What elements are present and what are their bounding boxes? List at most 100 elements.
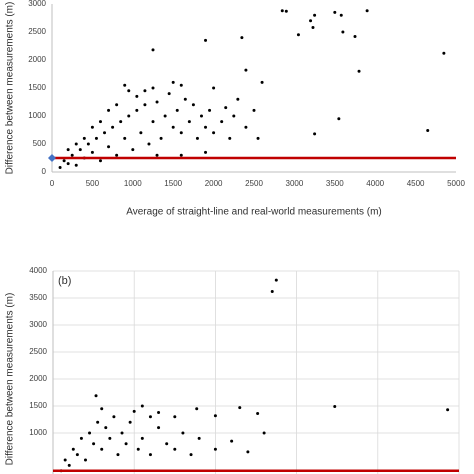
point — [58, 166, 62, 170]
point — [124, 442, 128, 446]
x-tick-label: 1500 — [164, 179, 182, 188]
point — [256, 136, 260, 140]
y-tick-label: 2500 — [29, 347, 47, 356]
point — [179, 131, 183, 135]
point — [148, 453, 152, 457]
point — [189, 453, 193, 457]
point — [135, 108, 139, 112]
point — [63, 458, 67, 462]
point — [181, 431, 185, 435]
point — [230, 439, 234, 443]
point — [446, 408, 450, 412]
point — [341, 30, 345, 34]
point — [90, 150, 94, 154]
point — [151, 86, 155, 90]
point — [236, 97, 240, 101]
point — [173, 415, 177, 419]
point — [107, 145, 111, 149]
point — [309, 19, 313, 23]
panel-label: (b) — [58, 275, 71, 287]
point — [175, 108, 179, 112]
point — [163, 114, 167, 118]
point — [262, 431, 266, 435]
point — [365, 9, 369, 13]
point — [197, 436, 201, 440]
point — [115, 153, 119, 157]
point — [228, 136, 232, 140]
point — [120, 431, 124, 435]
y-tick-label: 1500 — [28, 83, 46, 92]
point — [195, 136, 199, 140]
x-axis-title: Average of straight-line and real-world … — [126, 207, 381, 218]
point — [132, 409, 136, 413]
point — [143, 89, 147, 93]
point — [173, 447, 177, 451]
point — [140, 404, 144, 408]
point — [339, 13, 343, 17]
point — [123, 83, 127, 87]
point — [204, 125, 208, 129]
point — [83, 458, 87, 462]
point — [104, 426, 108, 430]
point — [171, 80, 175, 84]
point — [246, 450, 250, 454]
point — [127, 114, 131, 118]
point — [313, 132, 317, 136]
y-tick-label: 4000 — [29, 266, 47, 275]
y-tick-label: 1000 — [29, 428, 47, 437]
point — [147, 142, 151, 146]
point — [62, 159, 66, 163]
point — [337, 117, 341, 121]
point — [111, 125, 115, 129]
point — [220, 120, 224, 124]
x-tick-label: 3000 — [286, 179, 304, 188]
y-tick-label: 2000 — [29, 374, 47, 383]
point — [86, 142, 90, 146]
point — [127, 89, 131, 93]
point — [107, 108, 111, 112]
point — [357, 69, 361, 73]
point — [155, 100, 159, 104]
point — [108, 436, 112, 440]
point — [260, 80, 264, 84]
y-tick-label: 3500 — [29, 293, 47, 302]
y-tick-label: 0 — [42, 167, 47, 176]
point — [313, 13, 317, 17]
point — [131, 148, 135, 152]
point — [70, 153, 74, 157]
point — [183, 97, 187, 101]
x-tick-label: 3500 — [326, 179, 344, 188]
point — [311, 26, 315, 30]
x-tick-label: 500 — [86, 179, 100, 188]
point — [94, 394, 98, 398]
point — [167, 92, 171, 96]
point — [333, 10, 337, 14]
point — [191, 103, 195, 107]
point — [240, 36, 244, 40]
point — [284, 9, 288, 13]
x-tick-label: 4500 — [407, 179, 425, 188]
point — [426, 129, 430, 133]
x-tick-label: 1000 — [124, 179, 142, 188]
point — [98, 159, 102, 163]
point — [66, 148, 70, 152]
point — [204, 150, 208, 154]
point — [100, 447, 104, 451]
x-tick-label: 4000 — [366, 179, 384, 188]
point — [66, 162, 70, 166]
x-tick-label: 0 — [50, 179, 55, 188]
point — [244, 68, 248, 72]
point — [208, 108, 212, 112]
point — [296, 33, 300, 37]
marker-point — [48, 154, 56, 162]
y-tick-label: 3000 — [28, 0, 46, 8]
point — [90, 125, 94, 129]
point — [98, 120, 102, 124]
point — [179, 83, 183, 87]
point — [159, 136, 163, 140]
point — [195, 407, 199, 411]
y-tick-label: 1500 — [29, 401, 47, 410]
point — [171, 125, 175, 129]
x-tick-label: 2000 — [205, 179, 223, 188]
y-tick-label: 1000 — [28, 111, 46, 120]
